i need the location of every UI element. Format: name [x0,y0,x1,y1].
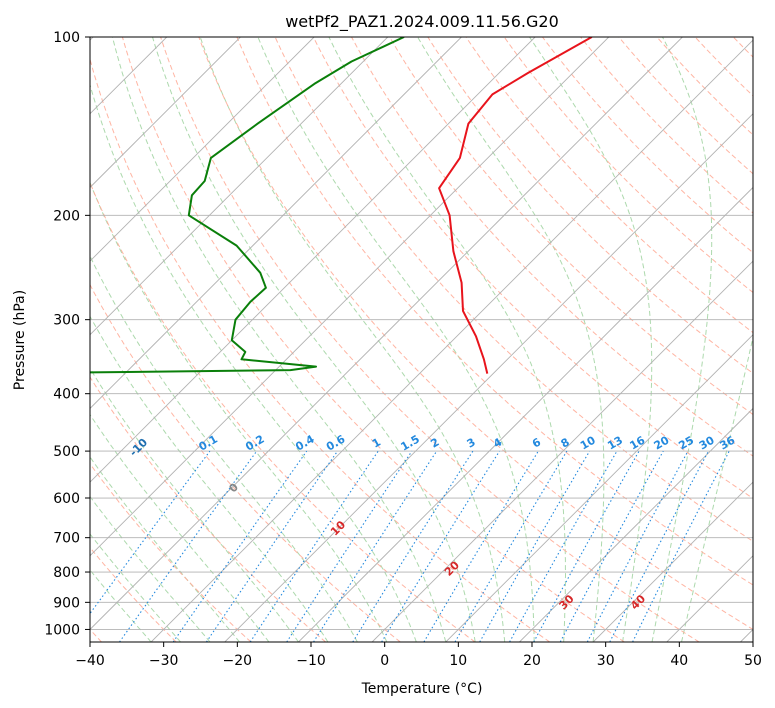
moist-adiabat-line [328,37,566,642]
mixing-ratio-line [509,450,618,642]
moist-adiabat-line [681,334,753,642]
plot-background [90,37,753,642]
isotherm-line [445,334,753,642]
y-tick-label: 400 [53,387,80,403]
mixing-ratio-line [286,450,413,642]
dry-adiabat-line [427,37,753,374]
mixing-ratio-line [90,450,211,615]
dry-adiabat-line [503,37,753,294]
mixing-ratio-line [381,450,500,642]
isotherm-line [90,37,389,336]
y-tick-label: 900 [53,595,80,611]
moist-adiabat-line [90,181,388,642]
y-tick-label: 300 [53,313,80,329]
x-tick-label: 50 [744,653,762,669]
isotherm-line [371,260,753,642]
dry-adiabat-line [90,546,177,642]
moist-adiabat-line [90,456,240,642]
isotherm-line [90,37,610,557]
dry-adiabat-line [312,37,753,499]
isotherm-line [90,37,683,631]
dry-adiabat-line [90,463,252,642]
y-tick-label: 700 [53,531,80,547]
dry-adiabat-line [236,37,753,586]
dry-adiabat-line [160,37,700,642]
x-tick-label: 10 [449,653,467,669]
y-tick-label: 100 [53,30,80,46]
background-lines [90,37,775,642]
moist-adiabat-line [651,37,713,642]
isotherm-line [519,407,753,642]
dry-adiabat-line [90,376,326,642]
y-tick-label: 800 [53,565,80,581]
y-tick-label: 600 [53,491,80,507]
mixing-ratio-line [172,450,308,642]
mixing-ratio-line [533,450,640,642]
isotherm-line [592,481,753,642]
mixing-ratio-line [119,450,258,642]
moist-adiabat-line [90,254,358,642]
moist-adiabat-line [111,37,447,642]
moist-adiabat-line [90,83,417,642]
isotherm-line [224,113,753,642]
x-tick-label: 20 [523,653,541,669]
moist-adiabat-line [417,37,605,642]
moist-adiabat-line [199,37,506,642]
x-tick-label: −10 [296,653,326,669]
dry-adiabat-line [121,37,625,642]
dry-adiabat-line [772,37,775,642]
mixing-ratio-line [313,450,438,642]
moist-adiabat-line [90,413,270,642]
y-tick-label: 500 [53,444,80,460]
chart-title: wetPf2_PAZ1.2024.009.11.56.G20 [285,12,559,32]
x-tick-label: −30 [149,653,179,669]
dry-adiabat-line [90,57,550,642]
isotherm-line [298,186,753,642]
plot-frame [89,36,754,643]
mixing-ratio-line [205,450,338,642]
moist-adiabat-line [152,37,476,642]
mixing-ratio-line [352,450,474,642]
y-tick-label: 1000 [44,622,80,638]
x-tick-label: 40 [670,653,688,669]
dry-adiabat-line [90,283,401,642]
x-tick-label: 30 [597,653,615,669]
x-axis-label: Temperature (°C) [361,681,483,697]
isotherm-line [90,37,315,262]
dewpoint-profile-line [90,37,405,374]
moist-adiabat-line [529,37,653,642]
mixing-ratio-line [559,450,664,642]
moist-adiabat-line [90,315,329,642]
y-tick-label: 200 [53,208,80,224]
mixing-ratio-line [249,450,379,642]
axis-ticks: −40 −30 −20 −10 0 10 20 30 40 50 100 200 300 400 500 60… [44,30,762,669]
x-tick-label: −40 [75,653,105,669]
dry-adiabat-line [389,37,753,416]
isotherm-line [90,37,241,189]
isotherm-line [90,37,462,410]
profile-lines [90,37,593,374]
x-tick-label: −20 [223,653,253,669]
dry-adiabat-line [90,181,476,642]
dry-adiabat-line [198,37,753,630]
isotherm-line [150,39,753,642]
y-axis-label: Pressure (hPa) [12,290,28,390]
temperature-profile-line [438,37,593,374]
mixing-ratio-line [632,450,730,642]
x-tick-label: 0 [380,653,389,669]
